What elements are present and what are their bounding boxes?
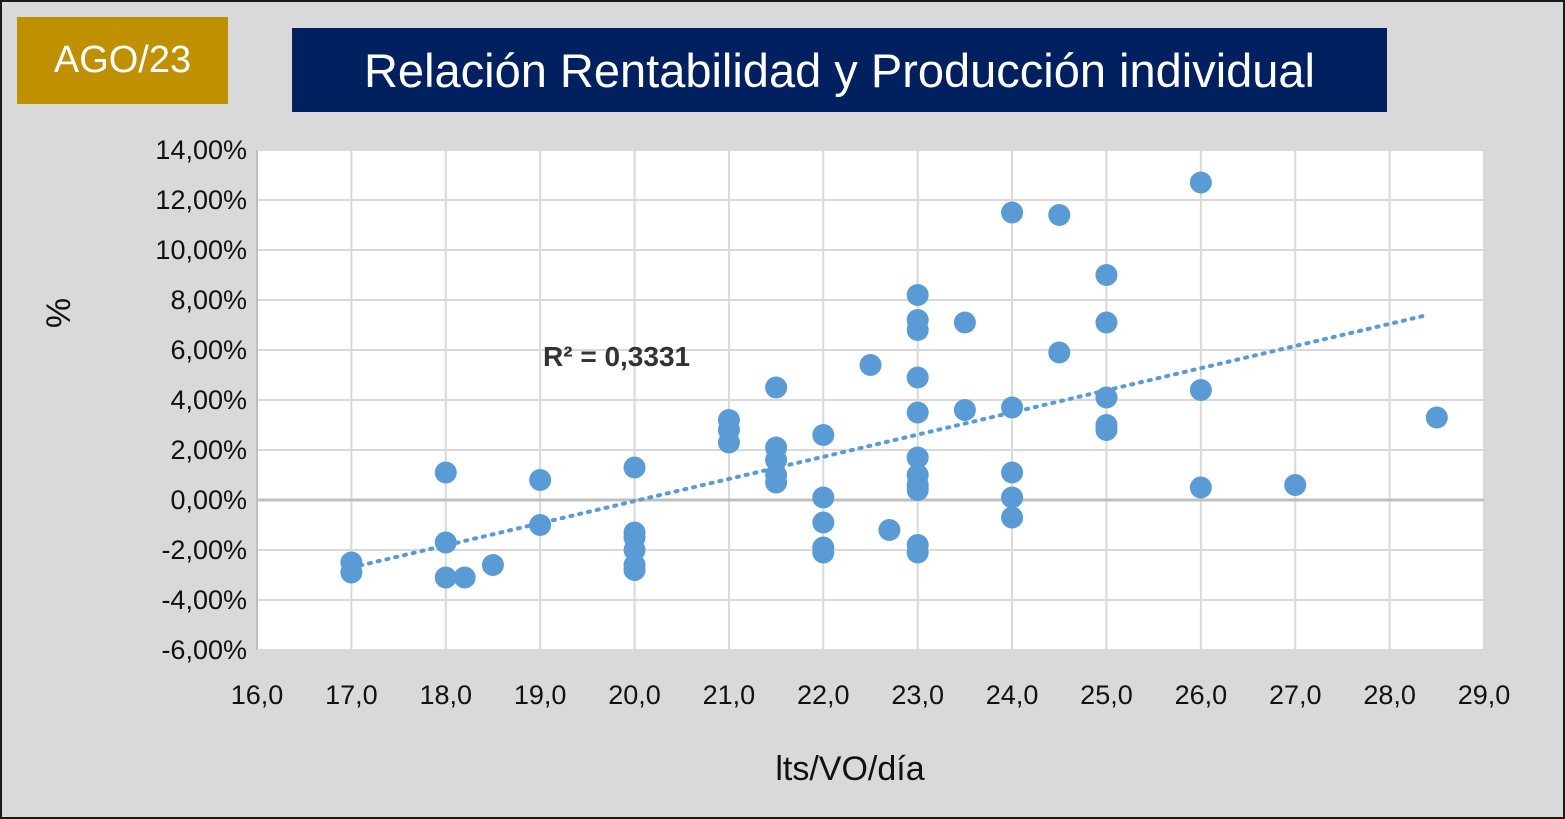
chart-title: Relación Rentabilidad y Producción indiv…: [292, 28, 1387, 112]
x-tick-label: 17,0: [325, 680, 378, 710]
data-point: [434, 531, 457, 554]
y-axis-title: %: [40, 298, 78, 328]
data-point: [1425, 406, 1448, 429]
y-tick-label: -6,00%: [161, 635, 247, 665]
data-point: [529, 514, 552, 536]
data-point: [906, 479, 929, 501]
y-tick-label: 0,00%: [170, 485, 247, 515]
trendline-layer: [349, 313, 1430, 570]
x-tick-label: 19,0: [514, 680, 567, 710]
x-tick-label: 27,0: [1269, 680, 1322, 710]
data-point: [1095, 386, 1118, 409]
data-point: [529, 469, 552, 491]
r-squared-annotation: R² = 0,3331: [543, 341, 690, 372]
x-tick-label: 22,0: [797, 680, 850, 710]
data-point: [1001, 201, 1024, 224]
tick-labels: 16,0 17,0 18,0 19,0 20,0 21,0 22,0 23,0 24,0 25,0…: [155, 135, 1510, 710]
y-tick-label: -2,00%: [161, 535, 247, 565]
x-tick-label: 25,0: [1080, 680, 1133, 710]
x-tick-label: 23,0: [891, 680, 944, 710]
data-point: [623, 456, 646, 479]
y-tick-label: -4,00%: [161, 585, 247, 615]
data-point: [481, 554, 504, 576]
data-point: [953, 311, 976, 334]
y-tick-label: 8,00%: [170, 285, 247, 315]
data-point: [1189, 171, 1212, 194]
x-tick-label: 16,0: [231, 680, 284, 710]
data-point: [340, 561, 363, 584]
data-point: [906, 541, 929, 564]
data-point: [1189, 476, 1212, 499]
data-point: [765, 376, 788, 399]
data-point: [1284, 474, 1307, 496]
period-badge: AGO/23: [17, 17, 228, 104]
x-axis-title: lts/VO/día: [775, 750, 924, 788]
data-point: [906, 446, 929, 469]
data-point: [1189, 379, 1212, 401]
data-point: [1048, 204, 1071, 226]
y-tick-label: 6,00%: [170, 335, 247, 365]
data-point: [1001, 506, 1024, 529]
data-point: [1001, 396, 1024, 419]
data-point: [1095, 311, 1118, 334]
axes: [256, 150, 1484, 650]
data-points: [340, 171, 1448, 589]
data-point: [906, 401, 929, 424]
y-tick-label: 14,00%: [155, 135, 247, 165]
data-point: [623, 559, 646, 581]
x-tick-label: 29,0: [1458, 680, 1511, 710]
x-tick-label: 26,0: [1175, 680, 1228, 710]
y-tick-label: 12,00%: [155, 185, 247, 215]
data-point: [953, 399, 976, 421]
data-point: [812, 424, 835, 446]
data-point: [1048, 341, 1071, 364]
data-point: [906, 319, 929, 341]
x-tick-label: 18,0: [419, 680, 472, 710]
data-point: [812, 486, 835, 509]
data-point: [1001, 486, 1024, 509]
data-point: [878, 519, 901, 541]
data-point: [859, 354, 882, 376]
x-tick-label: 28,0: [1363, 680, 1416, 710]
data-point: [1001, 461, 1024, 484]
data-point: [453, 566, 476, 589]
data-point: [812, 511, 835, 534]
y-tick-label: 4,00%: [170, 385, 247, 415]
x-tick-label: 21,0: [703, 680, 756, 710]
y-tick-label: 2,00%: [170, 435, 247, 465]
data-point: [812, 541, 835, 564]
data-point: [1095, 419, 1118, 441]
y-tick-label: 10,00%: [155, 235, 247, 265]
data-point: [1095, 264, 1118, 286]
data-point: [434, 461, 457, 484]
x-tick-label: 20,0: [608, 680, 661, 710]
trendline: [349, 313, 1430, 570]
data-point: [906, 284, 929, 306]
x-tick-label: 24,0: [986, 680, 1039, 710]
data-point: [906, 366, 929, 389]
data-point: [765, 471, 788, 494]
data-point: [434, 566, 457, 589]
data-point: [717, 431, 740, 454]
